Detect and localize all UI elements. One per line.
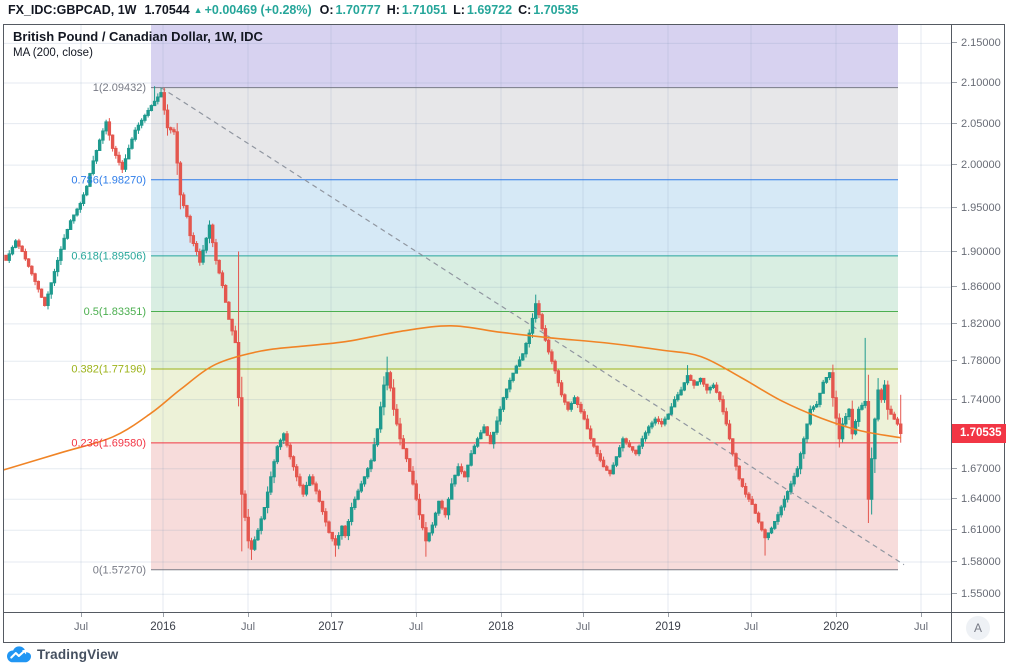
low-value: 1.69722	[466, 3, 513, 17]
price-tick: 1.86000	[952, 281, 1006, 293]
time-tick: Jul	[575, 621, 591, 633]
time-tick: 2018	[488, 621, 514, 633]
price-tick: 2.10000	[952, 77, 1006, 89]
time-tick-mark	[501, 613, 502, 617]
last-price: 1.70544	[144, 3, 190, 17]
fib-label: 1(2.09432)	[93, 82, 146, 94]
fib-label: 0.382(1.77196)	[71, 364, 146, 376]
tradingview-cloud-icon	[7, 646, 31, 663]
time-tick-mark	[751, 613, 752, 617]
tradingview-logo[interactable]: TradingView	[7, 646, 118, 663]
symbol-info-bar: FX_IDC:GBPCAD, 1W 1.70544 ▲ +0.00469 (+0.28…	[8, 3, 578, 17]
fib-bands	[151, 25, 898, 570]
time-tick-mark	[583, 613, 584, 617]
price-tick: 1.74000	[952, 394, 1006, 406]
time-tick: Jul	[408, 621, 424, 633]
ma-indicator-label[interactable]: MA (200, close)	[13, 47, 93, 59]
chart-title[interactable]: British Pound / Canadian Dollar, 1W, IDC	[13, 29, 263, 44]
change-arrow-icon: ▲	[193, 5, 203, 15]
price-tick: 1.61000	[952, 524, 1006, 536]
open-value: 1.70777	[335, 3, 381, 17]
price-tick: 2.00000	[952, 159, 1006, 171]
axis-separator-horizontal	[4, 612, 1004, 613]
price-axis[interactable]: 2.15000 2.10000 2.05000 2.00000 1.95000 1.900…	[952, 25, 1006, 612]
price-tick: 1.78000	[952, 355, 1006, 367]
time-tick: 2020	[823, 621, 849, 633]
time-tick: 2016	[150, 621, 176, 633]
close-value: 1.70535	[533, 3, 579, 17]
price-tick: 1.67000	[952, 463, 1006, 475]
tradingview-logo-text: TradingView	[37, 647, 119, 662]
time-tick-mark	[668, 613, 669, 617]
price-tick: 1.82000	[952, 318, 1006, 330]
price-tick: 1.58000	[952, 556, 1006, 568]
price-tick: 1.55000	[952, 588, 1006, 600]
time-tick: 2019	[655, 621, 681, 633]
time-tick-mark	[81, 613, 82, 617]
time-tick-mark	[836, 613, 837, 617]
gridlines	[4, 25, 951, 612]
fib-lines	[151, 87, 898, 571]
fib-label: 0(1.57270)	[93, 564, 146, 576]
fib-label: 0.618(1.89506)	[71, 250, 146, 262]
chart-canvas[interactable]: 1(2.09432) 0.786(1.98270) 0.618(1.89506) 0.…	[4, 25, 951, 612]
last-price-badge: 1.70535	[952, 424, 1006, 443]
time-tick: Jul	[743, 621, 759, 633]
axis-separator-vertical	[951, 25, 952, 642]
time-tick-mark	[331, 613, 332, 617]
fib-label: 0.5(1.83351)	[84, 306, 146, 318]
price-tick: 1.90000	[952, 246, 1006, 258]
time-tick-mark	[921, 613, 922, 617]
time-tick: Jul	[240, 621, 256, 633]
chart-widget: 1(2.09432) 0.786(1.98270) 0.618(1.89506) 0.…	[3, 24, 1006, 643]
price-tick: 2.05000	[952, 118, 1006, 130]
ma-line[interactable]	[4, 324, 902, 471]
fib-label: 0.786(1.98270)	[71, 174, 146, 186]
time-tick-mark	[163, 613, 164, 617]
time-tick: Jul	[913, 621, 929, 633]
auto-scale-button[interactable]: A	[966, 616, 990, 640]
low-label: L:	[453, 3, 465, 17]
price-tick: 2.15000	[952, 37, 1006, 49]
chart-legend: British Pound / Canadian Dollar, 1W, IDC…	[13, 29, 263, 59]
time-tick: Jul	[73, 621, 89, 633]
high-label: H:	[386, 3, 400, 17]
axis-corner: A	[952, 613, 1006, 642]
candles-down	[4, 87, 903, 560]
close-label: C:	[518, 3, 532, 17]
symbol-title[interactable]: FX_IDC:GBPCAD, 1W	[8, 3, 137, 17]
fib-labels: 1(2.09432) 0.786(1.98270) 0.618(1.89506) 0.…	[71, 82, 146, 576]
high-value: 1.71051	[401, 3, 448, 17]
time-tick-mark	[416, 613, 417, 617]
price-tick: 1.64000	[952, 493, 1006, 505]
open-label: O:	[319, 3, 334, 17]
price-tick: 1.95000	[952, 202, 1006, 214]
price-change: +0.00469 (+0.28%)	[204, 3, 312, 17]
time-axis[interactable]: Jul 2016 Jul 2017 Jul 2018 Jul 2019 Jul 2020 Jul	[4, 613, 951, 642]
fib-label: 0.236(1.69580)	[71, 437, 146, 449]
candles-up	[7, 86, 887, 551]
time-tick: 2017	[318, 621, 344, 633]
time-tick-mark	[248, 613, 249, 617]
